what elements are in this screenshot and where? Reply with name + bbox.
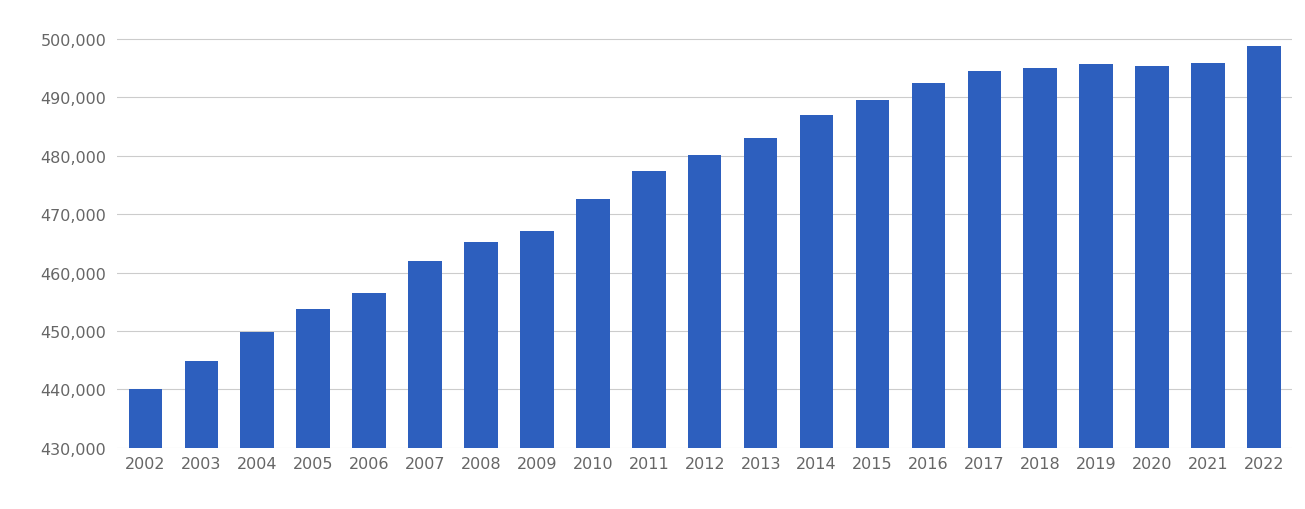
- Bar: [352, 294, 386, 509]
- Bar: [296, 310, 330, 509]
- Bar: [184, 362, 218, 509]
- Bar: [129, 390, 162, 509]
- Bar: [521, 231, 553, 509]
- Bar: [800, 116, 834, 509]
- Bar: [688, 156, 722, 509]
- Bar: [632, 172, 666, 509]
- Bar: [1023, 69, 1057, 509]
- Bar: [1191, 64, 1225, 509]
- Bar: [744, 138, 778, 509]
- Bar: [465, 243, 497, 509]
- Bar: [967, 71, 1001, 509]
- Bar: [912, 83, 945, 509]
- Bar: [576, 200, 609, 509]
- Bar: [1248, 46, 1280, 509]
- Bar: [1079, 65, 1113, 509]
- Bar: [856, 101, 889, 509]
- Bar: [240, 332, 274, 509]
- Bar: [1135, 67, 1169, 509]
- Bar: [408, 262, 442, 509]
